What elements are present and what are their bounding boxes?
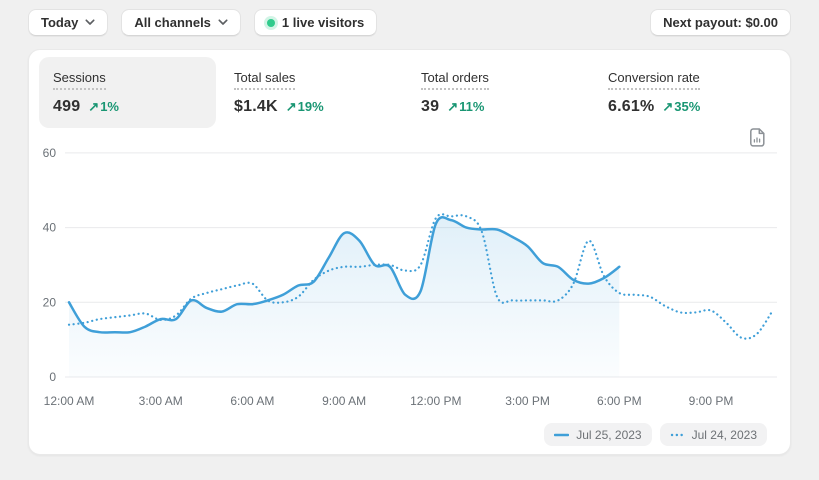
up-arrow-icon: ↗ bbox=[88, 99, 100, 114]
svg-text:9:00 AM: 9:00 AM bbox=[322, 394, 366, 408]
topbar: Today All channels 1 live visitors Next … bbox=[0, 0, 819, 36]
svg-text:12:00 AM: 12:00 AM bbox=[44, 394, 95, 408]
up-arrow-icon: ↗ bbox=[662, 99, 674, 114]
export-report-icon bbox=[750, 127, 765, 147]
svg-text:40: 40 bbox=[43, 221, 57, 235]
live-visitors-label: 1 live visitors bbox=[281, 15, 365, 30]
topbar-filters: Today All channels 1 live visitors bbox=[28, 9, 378, 36]
metric-number: 6.61% bbox=[608, 98, 655, 115]
chevron-down-icon bbox=[85, 19, 95, 25]
svg-text:6:00 AM: 6:00 AM bbox=[230, 394, 274, 408]
solid-line-swatch-icon bbox=[554, 433, 570, 436]
metric-value: 39 ↗ 11% bbox=[421, 98, 570, 116]
sessions-line-chart[interactable]: 0 20 40 60 12:00 AM 3:00 AM 6:00 AM 9:00 AM 12:0… bbox=[29, 138, 792, 448]
metric-tile-total-orders[interactable]: Total orders 39 ↗ 11% bbox=[407, 57, 584, 128]
metric-title: Conversion rate bbox=[608, 70, 700, 90]
export-report-button[interactable] bbox=[748, 126, 768, 148]
legend-item-jul-24[interactable]: Jul 24, 2023 bbox=[659, 423, 767, 446]
metric-delta: ↗ 19% bbox=[285, 99, 324, 114]
chevron-down-icon bbox=[218, 19, 228, 25]
metric-delta: ↗ 1% bbox=[88, 99, 119, 114]
metric-delta: ↗ 35% bbox=[662, 99, 701, 114]
live-visitors-button[interactable]: 1 live visitors bbox=[253, 9, 378, 36]
next-payout-button[interactable]: Next payout: $0.00 bbox=[650, 9, 791, 36]
svg-text:0: 0 bbox=[49, 370, 56, 384]
metric-value: 6.61% ↗ 35% bbox=[608, 98, 757, 116]
metric-tile-total-sales[interactable]: Total sales $1.4K ↗ 19% bbox=[220, 57, 397, 128]
analytics-card: Sessions 499 ↗ 1% Total sales $1.4K ↗ 19% … bbox=[28, 49, 791, 455]
metric-number: 499 bbox=[53, 98, 81, 115]
svg-text:12:00 PM: 12:00 PM bbox=[410, 394, 461, 408]
chart-canvas: 0 20 40 60 12:00 AM 3:00 AM 6:00 AM 9:00 AM 12:0… bbox=[43, 146, 777, 408]
chart-legend: Jul 25, 2023 Jul 24, 2023 bbox=[544, 423, 767, 446]
svg-text:3:00 PM: 3:00 PM bbox=[505, 394, 550, 408]
legend-label: Jul 25, 2023 bbox=[576, 427, 642, 442]
date-range-label: Today bbox=[41, 15, 79, 30]
channels-button[interactable]: All channels bbox=[121, 9, 241, 36]
metric-tile-conversion-rate[interactable]: Conversion rate 6.61% ↗ 35% bbox=[594, 57, 771, 128]
channels-label: All channels bbox=[134, 15, 211, 30]
metric-delta: ↗ 11% bbox=[447, 99, 485, 114]
metric-number: 39 bbox=[421, 98, 440, 115]
svg-text:20: 20 bbox=[43, 295, 57, 309]
metric-tile-sessions[interactable]: Sessions 499 ↗ 1% bbox=[39, 57, 216, 128]
svg-text:9:00 PM: 9:00 PM bbox=[689, 394, 734, 408]
next-payout-label: Next payout: $0.00 bbox=[663, 15, 778, 30]
dotted-line-swatch-icon bbox=[670, 433, 685, 436]
date-range-button[interactable]: Today bbox=[28, 9, 109, 36]
metric-value: 499 ↗ 1% bbox=[53, 98, 202, 116]
metric-title: Sessions bbox=[53, 70, 106, 90]
svg-text:3:00 AM: 3:00 AM bbox=[139, 394, 183, 408]
metrics-row: Sessions 499 ↗ 1% Total sales $1.4K ↗ 19% … bbox=[29, 50, 790, 128]
metric-value: $1.4K ↗ 19% bbox=[234, 98, 383, 116]
live-status-dot-icon bbox=[266, 18, 275, 27]
svg-text:6:00 PM: 6:00 PM bbox=[597, 394, 642, 408]
legend-label: Jul 24, 2023 bbox=[691, 427, 757, 442]
up-arrow-icon: ↗ bbox=[447, 99, 459, 114]
metric-title: Total sales bbox=[234, 70, 296, 90]
up-arrow-icon: ↗ bbox=[285, 99, 297, 114]
svg-text:60: 60 bbox=[43, 146, 57, 160]
legend-item-jul-25[interactable]: Jul 25, 2023 bbox=[544, 423, 652, 446]
metric-number: $1.4K bbox=[234, 98, 278, 115]
metric-title: Total orders bbox=[421, 70, 489, 90]
